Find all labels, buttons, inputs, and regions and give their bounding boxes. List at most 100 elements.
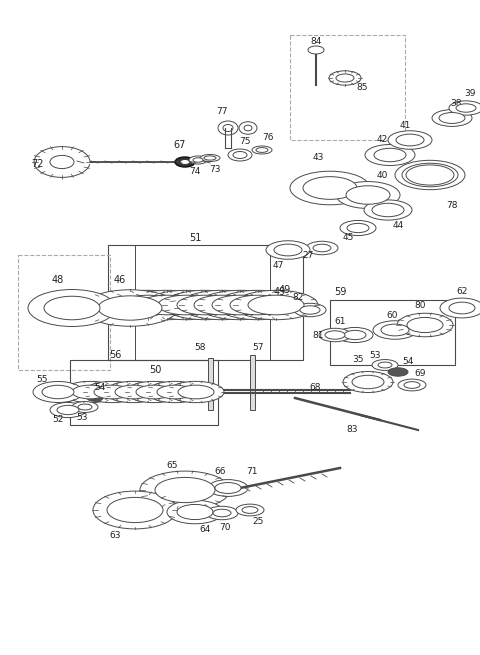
Text: 72: 72: [31, 159, 43, 169]
Text: 40: 40: [376, 170, 388, 179]
Ellipse shape: [388, 368, 408, 376]
Ellipse shape: [456, 103, 476, 112]
Text: 69: 69: [414, 369, 426, 377]
Ellipse shape: [168, 381, 224, 403]
Text: 39: 39: [464, 88, 476, 98]
Ellipse shape: [218, 121, 238, 135]
Bar: [18, 255, 110, 370]
Ellipse shape: [266, 241, 310, 259]
Ellipse shape: [115, 385, 151, 399]
Ellipse shape: [313, 244, 331, 252]
Ellipse shape: [163, 290, 247, 320]
Ellipse shape: [373, 321, 417, 339]
Ellipse shape: [408, 166, 452, 184]
Ellipse shape: [33, 381, 83, 403]
Text: 38: 38: [450, 98, 462, 107]
Text: 80: 80: [414, 301, 426, 310]
Ellipse shape: [319, 328, 351, 342]
Ellipse shape: [94, 385, 130, 399]
Bar: [70, 360, 218, 425]
Ellipse shape: [343, 371, 393, 392]
Ellipse shape: [155, 477, 215, 502]
Ellipse shape: [378, 362, 392, 368]
Bar: [290, 35, 405, 140]
Text: 65: 65: [166, 460, 178, 470]
Ellipse shape: [239, 122, 257, 134]
Text: 67: 67: [174, 140, 186, 150]
Ellipse shape: [294, 303, 326, 317]
Ellipse shape: [78, 404, 92, 410]
Text: 57: 57: [252, 343, 264, 352]
Ellipse shape: [140, 471, 230, 509]
Text: 74: 74: [189, 168, 201, 176]
Ellipse shape: [206, 506, 238, 519]
Ellipse shape: [406, 165, 454, 185]
Bar: [108, 245, 303, 360]
Ellipse shape: [157, 385, 193, 399]
Ellipse shape: [230, 295, 286, 315]
Ellipse shape: [193, 158, 203, 162]
Text: 51: 51: [189, 233, 201, 243]
Ellipse shape: [449, 101, 480, 115]
Ellipse shape: [208, 479, 248, 496]
Ellipse shape: [167, 500, 223, 524]
Text: 54: 54: [402, 358, 414, 367]
Ellipse shape: [216, 290, 300, 320]
Ellipse shape: [215, 483, 241, 493]
Ellipse shape: [252, 146, 272, 154]
Ellipse shape: [337, 328, 373, 343]
Ellipse shape: [106, 290, 190, 320]
Ellipse shape: [54, 158, 70, 166]
Text: 62: 62: [456, 288, 468, 297]
Text: 44: 44: [392, 221, 404, 229]
Ellipse shape: [248, 295, 304, 315]
Text: 60: 60: [386, 310, 398, 320]
Ellipse shape: [274, 244, 302, 256]
Text: 83: 83: [346, 426, 358, 434]
Ellipse shape: [347, 223, 369, 233]
Bar: [330, 300, 455, 365]
Text: 27: 27: [302, 250, 314, 259]
Text: 58: 58: [194, 343, 206, 352]
Text: 43: 43: [312, 153, 324, 162]
Ellipse shape: [213, 509, 231, 517]
Text: 71: 71: [246, 468, 258, 476]
Ellipse shape: [236, 504, 264, 516]
Text: 49: 49: [279, 285, 291, 295]
Text: 59: 59: [334, 287, 346, 297]
Text: 46: 46: [114, 275, 126, 285]
Ellipse shape: [407, 318, 443, 333]
Ellipse shape: [87, 395, 103, 402]
Ellipse shape: [306, 241, 338, 255]
Ellipse shape: [244, 125, 252, 131]
Text: 64: 64: [199, 525, 211, 534]
Text: 70: 70: [219, 523, 231, 531]
Ellipse shape: [120, 295, 176, 315]
Ellipse shape: [158, 295, 214, 315]
Ellipse shape: [204, 156, 216, 160]
Ellipse shape: [72, 385, 108, 399]
Ellipse shape: [126, 381, 182, 403]
Ellipse shape: [136, 385, 172, 399]
Ellipse shape: [125, 290, 209, 320]
Ellipse shape: [372, 203, 404, 217]
Ellipse shape: [147, 381, 203, 403]
Ellipse shape: [432, 109, 472, 126]
Ellipse shape: [402, 163, 458, 187]
Ellipse shape: [256, 147, 268, 153]
Text: 68: 68: [309, 383, 321, 392]
Ellipse shape: [290, 171, 370, 205]
Ellipse shape: [346, 186, 390, 204]
Text: 41: 41: [399, 121, 411, 130]
Ellipse shape: [139, 295, 195, 315]
Ellipse shape: [388, 131, 432, 149]
Ellipse shape: [329, 71, 361, 85]
Ellipse shape: [198, 290, 282, 320]
Ellipse shape: [180, 160, 190, 164]
Text: 75: 75: [239, 138, 251, 147]
Ellipse shape: [194, 295, 250, 315]
Ellipse shape: [105, 381, 161, 403]
Ellipse shape: [62, 381, 118, 403]
Ellipse shape: [325, 331, 345, 339]
Text: 77: 77: [216, 107, 228, 117]
